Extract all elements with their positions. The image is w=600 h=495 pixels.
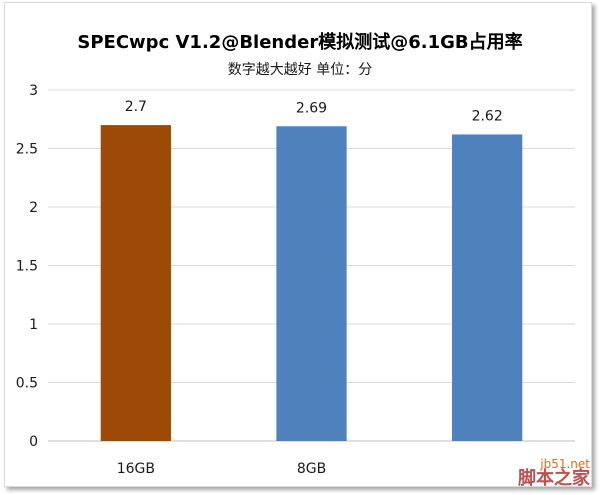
watermark-url: jb51.net [540,456,590,471]
chart-subtitle: 数字越大越好 单位：分 [227,62,373,78]
y-tick-label: 1 [29,317,38,333]
watermark-name: 脚本之家 [518,468,590,490]
y-tick-label: 0.5 [16,376,38,392]
bar [276,126,347,442]
chart-title: SPECwpc V1.2@Blender模拟测试@6.1GB占用率 [77,32,523,53]
category-label: 16GB [117,461,155,477]
y-tick-label: 1.5 [16,259,38,275]
data-label: 2.62 [472,108,503,124]
bar [100,125,171,441]
data-label: 2.69 [296,100,327,116]
y-tick-label: 0 [29,434,38,450]
category-label: 8GB [297,461,326,477]
y-tick-label: 3 [29,83,38,99]
y-tick-label: 2 [29,200,38,216]
watermark: jb51.net 脚本之家 [518,456,590,490]
y-tick-label: 2.5 [16,142,38,158]
bar [452,134,523,441]
data-label: 2.7 [125,99,147,115]
